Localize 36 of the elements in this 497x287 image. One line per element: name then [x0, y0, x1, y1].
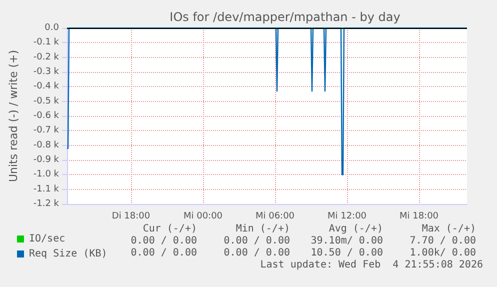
text: Max (-/+) [422, 224, 476, 234]
y-tick-label: -0.4 k [33, 82, 60, 92]
y-tick-label: 0.0 [44, 23, 60, 33]
x-tick-label: Mi 00:00 [183, 212, 223, 222]
text: 0.00 / 0.00 [130, 236, 197, 246]
y-tick-label: -0.9 k [33, 155, 60, 165]
y-tick-label: -1.2 k [33, 199, 60, 209]
x-tick-label: Di 18:00 [112, 212, 150, 222]
legend-label: Req Size (KB) [29, 248, 108, 260]
y-tick-label: -0.8 k [33, 140, 60, 150]
x-tick-label: Mi 18:00 [399, 212, 439, 222]
text: 0.00 / 0.00 [224, 248, 290, 258]
y-tick-label: -0.5 k [33, 96, 60, 106]
text: Last update: Wed Feb 4 21:55:08 2026 [260, 260, 483, 270]
chart-title: IOs for /dev/mapper/mpathan - by day [170, 10, 400, 24]
y-tick-label: -1.1 k [33, 184, 60, 194]
y-tick-label: -0.7 k [33, 126, 60, 136]
text: Cur (-/+) [142, 224, 197, 234]
y-tick-label: -0.6 k [33, 111, 60, 121]
text: 0.00 / 0.00 [130, 248, 197, 258]
legend-label: IO/sec [29, 234, 66, 244]
y-axis-title: Units read (-) / write (+) [7, 50, 20, 182]
y-tick-label: -0.2 k [33, 52, 60, 62]
y-tick-label: -1.0 k [33, 170, 60, 180]
text: 10.50 / 0.00 [310, 248, 383, 258]
text: 0.00 / 0.00 [224, 236, 290, 246]
line-series [66, 27, 468, 176]
text: 7.70 / 0.00 [410, 236, 476, 246]
x-tick-label: Mi 12:00 [327, 212, 367, 222]
text: Avg (-/+) [328, 224, 383, 234]
text: 39.10m/ 0.00 [310, 236, 383, 246]
y-tick-label: -0.1 k [33, 38, 60, 48]
x-tick-label: Mi 06:00 [255, 212, 295, 222]
text: Min (-/+) [236, 224, 290, 234]
y-tick-label: -0.3 k [33, 67, 60, 77]
text: 1.00k/ 0.00 [410, 248, 476, 258]
